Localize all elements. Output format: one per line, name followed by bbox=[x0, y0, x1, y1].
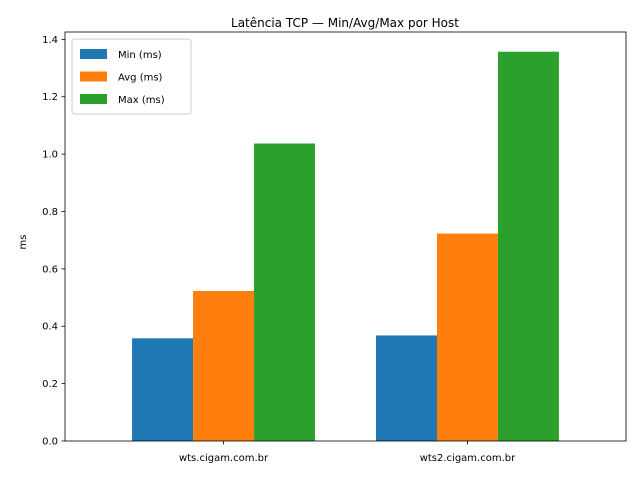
bar bbox=[132, 338, 194, 441]
legend-label: Max (ms) bbox=[118, 95, 165, 106]
legend-label: Avg (ms) bbox=[118, 73, 163, 84]
legend: Min (ms) Avg (ms) Max (ms) bbox=[71, 38, 192, 115]
legend-swatch bbox=[80, 49, 107, 59]
plot-frame bbox=[64, 31, 627, 442]
bar bbox=[497, 51, 559, 441]
y-tick-label: 0.4 bbox=[42, 322, 58, 333]
y-tick-label: 1.4 bbox=[42, 35, 58, 46]
y-axis-title: ms bbox=[18, 235, 29, 250]
y-tick-label: 0.6 bbox=[42, 264, 58, 275]
axes-layer: 0.0 0.2 0.4 0.6 0.8 1.0 1.2 1.4 wts.cigam.com.br… bbox=[42, 31, 627, 464]
legend-label: Min (ms) bbox=[118, 50, 162, 61]
bar bbox=[254, 143, 316, 441]
y-tick-label: 1.2 bbox=[42, 92, 58, 103]
y-tick-label: 0.8 bbox=[42, 207, 58, 218]
bars-layer bbox=[132, 51, 559, 441]
bar bbox=[193, 290, 255, 441]
y-tick-label: 0.2 bbox=[42, 379, 58, 390]
x-tick-label: wts.cigam.com.br bbox=[179, 453, 269, 464]
chart-title: Latência TCP — Min/Avg/Max por Host bbox=[231, 16, 459, 30]
y-tick-label: 0.0 bbox=[42, 437, 58, 448]
x-tick-label: wts2.cigam.com.br bbox=[420, 453, 516, 464]
bar bbox=[436, 233, 498, 441]
legend-swatch bbox=[80, 71, 107, 82]
legend-swatch bbox=[80, 94, 107, 104]
y-tick-label: 1.0 bbox=[42, 150, 58, 161]
bar bbox=[375, 335, 437, 441]
